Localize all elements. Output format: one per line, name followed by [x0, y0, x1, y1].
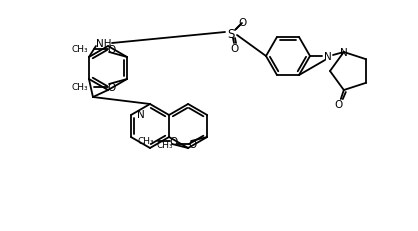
Text: O: O [169, 137, 177, 146]
Text: NH: NH [96, 39, 112, 49]
Text: N: N [340, 48, 348, 58]
Text: O: O [239, 18, 247, 28]
Text: N: N [137, 109, 145, 119]
Text: O: O [188, 139, 196, 149]
Text: CH₃: CH₃ [138, 137, 154, 146]
Text: O: O [335, 100, 343, 109]
Text: CH₃: CH₃ [156, 140, 173, 149]
Text: O: O [107, 45, 115, 55]
Text: CH₃: CH₃ [71, 45, 88, 54]
Text: N: N [324, 52, 332, 62]
Text: CH₃: CH₃ [71, 83, 88, 92]
Text: S: S [227, 28, 234, 41]
Text: O: O [107, 83, 115, 93]
Text: O: O [231, 44, 239, 54]
